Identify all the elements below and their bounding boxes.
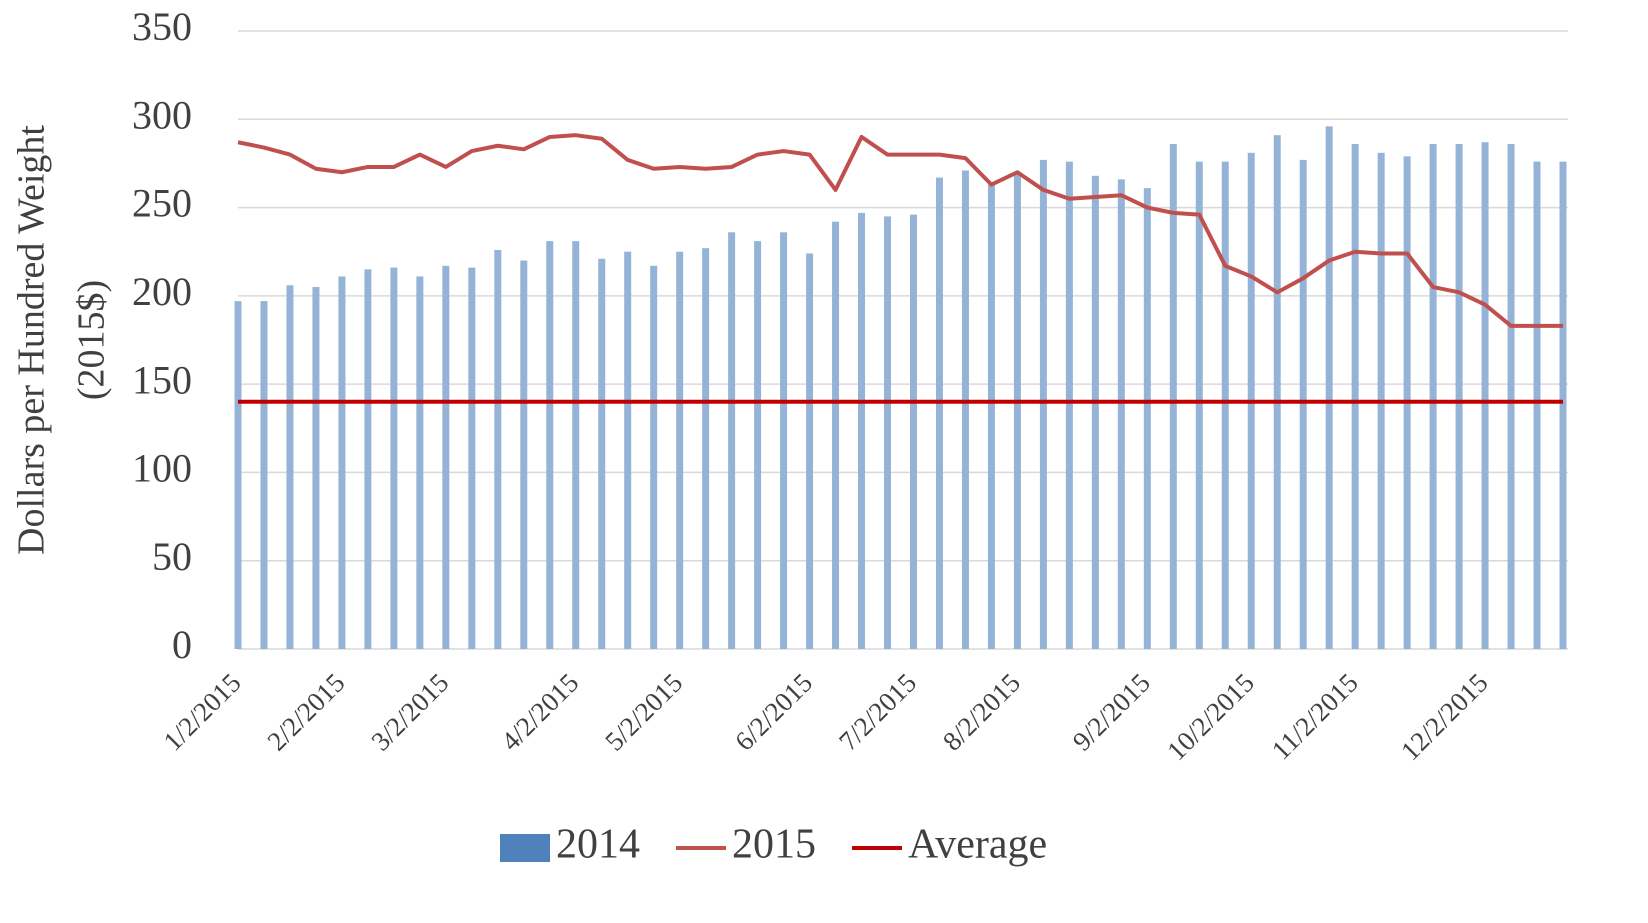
bar: [1325, 126, 1333, 649]
bar: [1169, 144, 1177, 649]
legend-label: 2015: [732, 822, 816, 868]
bar: [1143, 188, 1151, 650]
x-tick-label: 10/2/2015: [1161, 667, 1260, 766]
bar: [338, 276, 346, 649]
x-tick-label: 2/2/2015: [261, 667, 350, 756]
bar: [1221, 161, 1229, 650]
bar: [650, 265, 658, 649]
bar: [1507, 144, 1515, 649]
bar: [1299, 159, 1307, 649]
y-tick-label: 150: [132, 357, 192, 402]
bar: [390, 267, 398, 649]
bar: [832, 221, 840, 649]
bar: [754, 241, 762, 649]
legend-label: Average: [908, 822, 1047, 868]
legend-swatch: [500, 834, 550, 862]
bar: [234, 301, 242, 649]
bar: [1429, 144, 1437, 649]
y-tick-label: 250: [132, 181, 192, 226]
bar: [1039, 159, 1047, 649]
bar: [624, 251, 632, 649]
x-tick-label: 5/2/2015: [599, 667, 688, 756]
bar: [676, 251, 684, 649]
bar: [987, 184, 995, 650]
bar: [1533, 161, 1541, 650]
bar: [1273, 135, 1281, 650]
y-tick-label: 100: [132, 446, 192, 491]
bar: [1351, 144, 1359, 649]
bar: [286, 285, 294, 649]
bar: [442, 265, 450, 649]
bar: [1455, 144, 1463, 649]
bar: [1559, 161, 1567, 650]
y-axis-label: Dollars per Hundred Weight: [11, 125, 53, 555]
bar: [546, 241, 554, 649]
bar: [260, 301, 268, 649]
bar: [312, 287, 320, 649]
bar: [468, 267, 476, 649]
bar: [806, 253, 814, 650]
bar: [884, 216, 892, 649]
bar: [598, 258, 606, 649]
y-tick-label: 0: [172, 622, 192, 667]
bar: [1481, 142, 1489, 650]
bar: [935, 177, 943, 649]
y-tick-label: 300: [132, 92, 192, 137]
x-tick-label: 11/2/2015: [1266, 667, 1364, 765]
line: [237, 133, 1563, 328]
bar: [961, 170, 969, 649]
bar: [520, 260, 528, 649]
legend-label: 2014: [556, 822, 640, 868]
y-axis-label: (2015$): [71, 280, 113, 400]
bar: [728, 232, 736, 649]
bar: [1195, 161, 1203, 650]
bar: [1013, 172, 1021, 649]
bar: [858, 212, 866, 649]
x-tick-label: 1/2/2015: [158, 667, 247, 756]
x-tick-label: 7/2/2015: [833, 667, 922, 756]
x-tick-label: 12/2/2015: [1395, 667, 1494, 766]
y-tick-label: 350: [132, 4, 192, 49]
bar: [572, 241, 580, 649]
y-tick-label: 50: [152, 534, 192, 579]
y-tick-label: 200: [132, 269, 192, 314]
x-tick-label: 6/2/2015: [729, 667, 818, 756]
bar: [1065, 161, 1073, 650]
bar: [780, 232, 788, 649]
bar: [909, 214, 917, 650]
x-tick-label: 9/2/2015: [1067, 667, 1156, 756]
bar: [416, 276, 424, 649]
bar: [1117, 179, 1125, 649]
x-tick-label: 4/2/2015: [495, 667, 584, 756]
bar: [494, 249, 502, 649]
bar: [1091, 175, 1099, 649]
bar: [702, 248, 710, 649]
x-tick-label: 3/2/2015: [365, 667, 454, 756]
x-tick-label: 8/2/2015: [937, 667, 1026, 756]
bar: [364, 269, 372, 649]
